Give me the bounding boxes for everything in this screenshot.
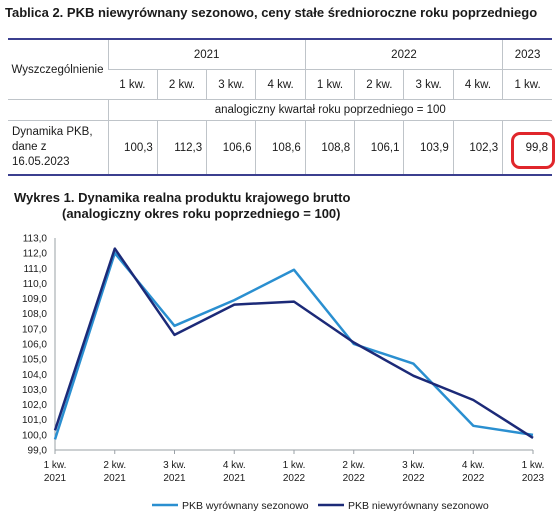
y-tick-label: 113,0 — [23, 234, 48, 245]
y-tick-label: 101,0 — [22, 415, 47, 426]
x-tick-year-label: 2022 — [343, 473, 366, 484]
year-2023-header: 2023 — [502, 38, 552, 70]
y-tick-label: 112,0 — [23, 249, 48, 260]
y-tick-label: 104,0 — [22, 370, 47, 381]
quarter-header: 1 kw. — [304, 69, 355, 100]
y-tick-label: 105,0 — [22, 355, 47, 366]
value-cell: 108,6 — [255, 120, 306, 176]
base-note: analogiczny kwartał roku poprzedniego = … — [107, 99, 552, 121]
chart-title-text: Wykres 1. Dynamika realna produktu krajo… — [14, 190, 351, 205]
quarter-header: 1 kw. — [502, 69, 552, 100]
row-label-line1: Dynamika PKB, — [12, 126, 93, 138]
x-tick-year-label: 2022 — [283, 473, 306, 484]
x-tick-label: 4 kw. — [462, 460, 485, 471]
y-tick-label: 102,0 — [22, 400, 47, 411]
quarter-header: 1 kw. — [108, 69, 158, 100]
dynamics-row-label: Dynamika PKB, dane z 16.05.2023 — [8, 120, 108, 176]
x-tick-year-label: 2021 — [163, 473, 186, 484]
quarter-header: 4 kw. — [452, 69, 503, 100]
series-line-seasonally-adjusted — [53, 251, 534, 440]
quarter-header: 3 kw. — [206, 69, 256, 100]
x-tick-year-label: 2023 — [522, 473, 545, 484]
y-tick-label: 100,0 — [22, 430, 47, 441]
y-tick-label: 103,0 — [22, 385, 47, 396]
y-tick-label: 99,0 — [28, 446, 48, 457]
y-tick-label: 107,0 — [22, 324, 47, 335]
y-tick-label: 110,0 — [23, 279, 48, 290]
x-tick-label: 4 kw. — [223, 460, 246, 471]
gdp-table: Wyszczególnienie 2021 2022 2023 1 kw. 2 … — [8, 38, 552, 176]
x-tick-year-label: 2021 — [44, 473, 67, 484]
quarter-header: 2 kw. — [354, 69, 404, 100]
chart-title: Wykres 1. Dynamika realna produktu krajo… — [14, 190, 350, 222]
x-tick-year-label: 2021 — [104, 473, 127, 484]
x-tick-label: 1 kw. — [283, 460, 306, 471]
value-cell: 108,8 — [304, 120, 355, 176]
row-header: Wyszczególnienie — [8, 38, 108, 100]
legend-label: PKB niewyrównany sezonowo — [348, 500, 489, 512]
legend-label: PKB wyrównany sezonowo — [182, 500, 309, 512]
y-tick-label: 111,0 — [23, 264, 47, 275]
series-line-not-adjusted — [53, 247, 534, 439]
row-label-line2: dane z 16.05.2023 — [12, 141, 70, 168]
x-tick-year-label: 2022 — [462, 473, 485, 484]
x-tick-year-label: 2021 — [223, 473, 246, 484]
quarter-header: 2 kw. — [156, 69, 207, 100]
x-tick-year-label: 2022 — [402, 473, 425, 484]
value-cell: 102,3 — [452, 120, 503, 176]
quarter-header: 4 kw. — [255, 69, 306, 100]
x-tick-label: 1 kw. — [44, 460, 67, 471]
value-cell: 112,3 — [156, 120, 207, 176]
x-tick-label: 2 kw. — [342, 460, 365, 471]
table-title: Tablica 2. PKB niewyrównany sezonowo, ce… — [5, 5, 538, 20]
x-tick-label: 3 kw. — [163, 460, 186, 471]
x-tick-label: 3 kw. — [402, 460, 425, 471]
quarter-header: 3 kw. — [403, 69, 454, 100]
x-tick-label: 1 kw. — [522, 460, 545, 471]
year-2021-header: 2021 — [107, 38, 306, 70]
y-tick-label: 106,0 — [22, 340, 47, 351]
x-tick-label: 2 kw. — [103, 460, 126, 471]
value-cell: 103,9 — [403, 120, 454, 176]
value-cell: 100,3 — [107, 120, 158, 176]
highlight-box — [511, 132, 555, 169]
y-tick-label: 109,0 — [22, 294, 47, 305]
value-cell: 106,6 — [206, 120, 256, 176]
year-2022-header: 2022 — [304, 38, 503, 70]
y-tick-label: 108,0 — [22, 309, 47, 320]
value-cell: 106,1 — [354, 120, 404, 176]
chart-subtitle: (analogiczny okres roku poprzedniego = 1… — [62, 206, 341, 221]
